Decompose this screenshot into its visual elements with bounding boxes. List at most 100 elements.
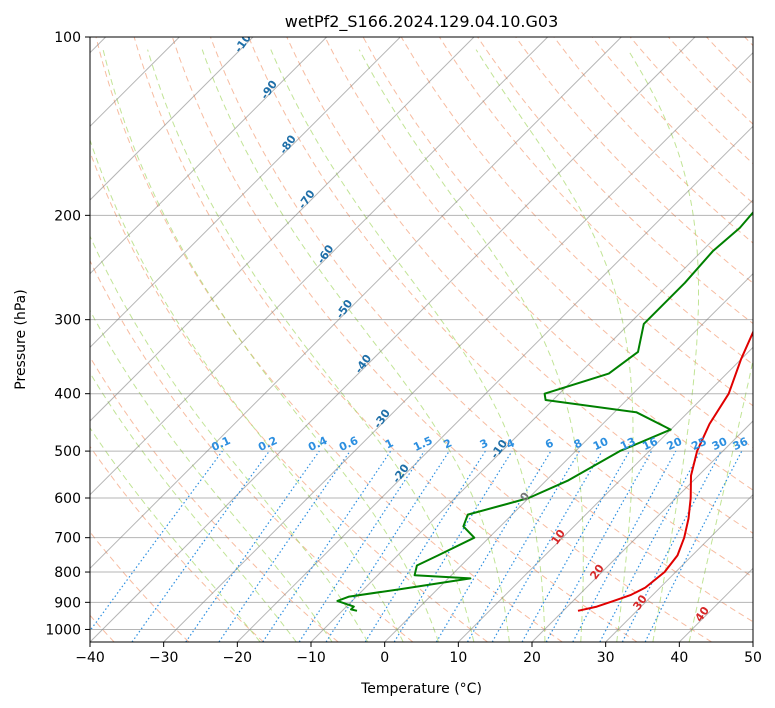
dry-adiabat-line xyxy=(515,37,753,284)
dry-adiabat-label: 40 xyxy=(693,604,713,624)
mixing-ratio-label: 20 xyxy=(665,435,685,453)
chart-series xyxy=(336,210,753,612)
mixing-ratio-line xyxy=(521,450,631,642)
dry-adiabat-line xyxy=(668,37,753,125)
x-tick-label: 30 xyxy=(597,650,615,666)
y-tick-label: 900 xyxy=(54,595,81,611)
moist-adiabat-line xyxy=(90,138,404,642)
moist-adiabat-line xyxy=(102,49,439,642)
dry-adiabat-line xyxy=(629,37,753,165)
mixing-ratio-label: 10 xyxy=(591,435,611,453)
dry-adiabat-label: 30 xyxy=(630,592,650,612)
x-tick-label: 10 xyxy=(449,650,467,666)
isotherm-line xyxy=(90,37,254,201)
mixing-ratio-label: 13 xyxy=(618,435,637,453)
mixing-ratio-line xyxy=(90,450,223,632)
dry-adiabat-label: -60 xyxy=(314,242,336,266)
dry-adiabat-label: -30 xyxy=(371,407,393,431)
mixing-ratio-line xyxy=(644,450,743,642)
mixing-ratio-line xyxy=(572,450,677,642)
x-tick-label: 20 xyxy=(523,650,541,666)
dewpoint-profile-line xyxy=(336,210,753,612)
dry-adiabat-line xyxy=(477,37,753,325)
moist-adiabat-line xyxy=(147,49,475,642)
moist-adiabat-line xyxy=(90,309,333,642)
dry-adiabat-line xyxy=(90,445,264,642)
x-tick-label: 0 xyxy=(380,650,389,666)
dry-adiabat-label: 10 xyxy=(549,527,569,547)
isotherm-line xyxy=(457,346,753,642)
isotherm-line xyxy=(90,37,549,496)
isotherm-line xyxy=(90,37,328,275)
y-tick-label: 1000 xyxy=(45,622,81,638)
chart-axes: −40 −30 −20 −10 0 10 20 30 40 5010020030040050060… xyxy=(45,30,762,666)
dry-adiabat-line xyxy=(706,37,753,86)
y-tick-label: 100 xyxy=(54,30,81,46)
moist-adiabat-line xyxy=(90,427,261,642)
mixing-ratio-line xyxy=(325,450,450,642)
dry-adiabat-line xyxy=(133,37,638,642)
isotherm-line xyxy=(90,37,696,642)
y-tick-label: 500 xyxy=(54,444,81,460)
mixing-ratio-label: 16 xyxy=(640,435,660,453)
mixing-ratio-line xyxy=(298,450,425,642)
x-tick-label: −40 xyxy=(75,650,105,666)
dry-adiabat-label: -40 xyxy=(352,352,374,376)
mixing-ratio-label: 30 xyxy=(710,435,730,453)
mixing-ratio-line xyxy=(131,450,270,642)
isotherm-line xyxy=(236,125,753,642)
y-tick-label: 600 xyxy=(54,491,81,507)
y-tick-label: 200 xyxy=(54,208,81,224)
y-tick-label: 400 xyxy=(54,387,81,403)
isotherm-line xyxy=(384,272,753,642)
dry-adiabat-label: -50 xyxy=(333,297,355,321)
mixing-ratio-line xyxy=(435,450,552,642)
isotherm-line xyxy=(605,493,753,642)
x-tick-label: −20 xyxy=(223,650,253,666)
isotherm-line xyxy=(90,37,475,422)
moist-adiabat-line xyxy=(90,235,369,642)
mixing-ratio-line xyxy=(185,450,320,642)
isotherm-line xyxy=(310,199,753,642)
mixing-ratio-line xyxy=(218,450,351,642)
mixing-ratio-line xyxy=(545,450,653,642)
dry-adiabat-label: -90 xyxy=(258,78,280,102)
mixing-ratio-label: 3 xyxy=(478,436,490,451)
dry-adiabat-line xyxy=(210,37,753,623)
y-axis-label: Pressure (hPa) xyxy=(13,289,29,389)
dry-adiabat-line xyxy=(324,37,753,491)
moist-adiabat-line xyxy=(201,49,510,642)
isotherm-line xyxy=(531,420,753,642)
mixing-ratio-line xyxy=(364,450,486,642)
dry-adiabat-label: -80 xyxy=(277,132,299,156)
moist-adiabat-line xyxy=(358,49,584,642)
moist-adiabat-line xyxy=(270,49,546,642)
plot-frame xyxy=(89,36,754,643)
y-tick-label: 800 xyxy=(54,565,81,581)
mixing-ratio-label: 36 xyxy=(731,435,751,453)
dry-adiabat-label: 0 xyxy=(517,490,532,504)
mixing-ratio-label: 25 xyxy=(689,435,708,453)
x-tick-label: −30 xyxy=(149,650,179,666)
x-tick-label: −10 xyxy=(296,650,326,666)
chart-title: wetPf2_S166.2024.129.04.10.G03 xyxy=(285,12,559,32)
isotherm-line xyxy=(678,567,753,642)
isotherm-line xyxy=(90,37,622,570)
moist-adiabat-line xyxy=(688,358,753,642)
moist-adiabat-line xyxy=(90,371,297,642)
mixing-ratio-line xyxy=(262,450,392,642)
isotherm-line xyxy=(90,37,401,349)
isotherm-line xyxy=(752,641,753,642)
mixing-ratio-label: 2 xyxy=(442,436,454,451)
dry-adiabat-line xyxy=(248,37,753,578)
isotherm-line xyxy=(163,51,753,642)
moist-adiabat-line xyxy=(475,49,634,642)
dry-adiabat-label: -20 xyxy=(390,461,412,485)
x-tick-label: 40 xyxy=(670,650,688,666)
dry-adiabat-line xyxy=(591,37,753,204)
mixing-ratio-label: 6 xyxy=(543,436,556,451)
moist-adiabat-line xyxy=(627,49,699,642)
dry-adiabat-line xyxy=(90,356,339,642)
dry-adiabat-line xyxy=(171,37,712,642)
